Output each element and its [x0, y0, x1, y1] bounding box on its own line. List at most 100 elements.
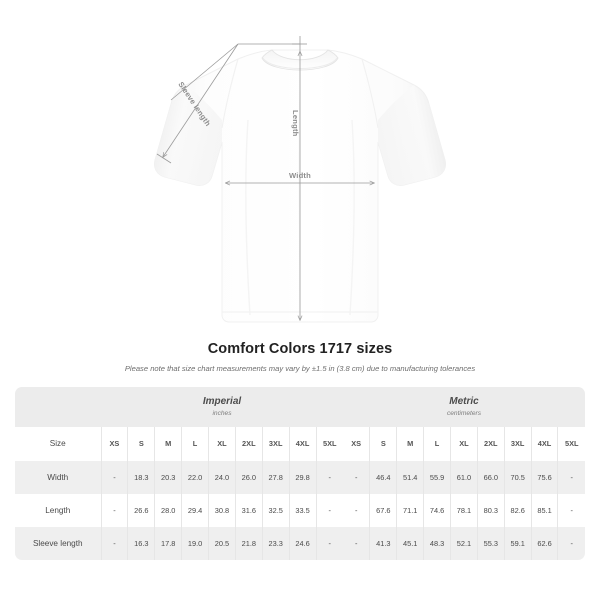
- cell-width-imperial-s: 18.3: [127, 461, 155, 494]
- size-header-metric-xs: XS: [342, 427, 370, 461]
- cell-length-imperial-5xl: -: [315, 494, 343, 527]
- size-header-imperial-xs-value: XS: [109, 439, 120, 448]
- cell-length-imperial-m: 28.0: [154, 494, 182, 527]
- cell-length-imperial-5xl-value: -: [328, 505, 331, 515]
- cell-width-metric-xl: 61.0: [449, 461, 478, 494]
- tolerance-note: Please note that size chart measurements…: [124, 364, 476, 373]
- cell-length-imperial-l-value: 29.4: [187, 505, 203, 515]
- size-header-imperial-2xl: 2XL: [234, 427, 263, 461]
- tshirt-svg: Sleeve length Length Width: [154, 36, 446, 323]
- size-header-imperial-3xl-value: 3XL: [268, 439, 283, 448]
- size-header-metric-xl: XL: [449, 427, 478, 461]
- size-header-imperial-4xl: 4XL: [288, 427, 316, 461]
- size-header-metric-4xl-value: 4XL: [537, 439, 552, 448]
- cell-width-imperial-m: 20.3: [154, 461, 182, 494]
- size-header-metric-4xl: 4XL: [530, 427, 558, 461]
- cell-sleeve-length-imperial-4xl: 24.6: [288, 527, 316, 560]
- cell-width-imperial-5xl-value: -: [328, 472, 331, 482]
- cell-length-metric-3xl-value: 82.6: [510, 505, 525, 515]
- size-header-imperial-m-value: M: [165, 439, 172, 448]
- cell-width-metric-4xl-value: 75.6: [537, 472, 552, 482]
- cell-sleeve-length-metric-xl-value: 52.1: [456, 538, 472, 548]
- cell-width-imperial-xl-value: 24.0: [214, 472, 230, 482]
- row-header-length-value: Length: [45, 505, 71, 515]
- size-header-imperial-l-value: L: [192, 439, 198, 448]
- cell-width-imperial-2xl-value: 26.0: [241, 472, 256, 482]
- size-header-metric-5xl-value: 5XL: [564, 439, 579, 448]
- cell-sleeve-length-imperial-4xl-value: 24.6: [295, 538, 310, 548]
- cell-width-metric-3xl: 70.5: [503, 461, 532, 494]
- cell-sleeve-length-imperial-5xl: -: [315, 527, 343, 560]
- table-row: Width - 18.3 20.3 22.0 24.0 26.0 27.8 29.8 - - 46.4…: [15, 461, 585, 494]
- cell-width-metric-5xl-value: -: [570, 472, 573, 482]
- cell-length-metric-5xl-value: -: [570, 505, 573, 515]
- cell-length-imperial-2xl: 31.6: [234, 494, 263, 527]
- column-header-size-value: Size: [49, 439, 66, 448]
- cell-sleeve-length-metric-s: 41.3: [369, 527, 397, 560]
- cell-length-metric-xs-value: -: [354, 505, 358, 515]
- cell-length-imperial-s-value: 26.6: [134, 505, 149, 515]
- width-label: Width: [289, 171, 311, 180]
- cell-sleeve-length-imperial-xl: 20.5: [208, 527, 236, 560]
- cell-length-metric-xs: -: [342, 494, 370, 527]
- size-header-metric-3xl-value: 3XL: [510, 439, 525, 448]
- cell-width-imperial-5xl: -: [315, 461, 343, 494]
- size-header-imperial-4xl-value: 4XL: [295, 439, 310, 448]
- cell-sleeve-length-imperial-m: 17.8: [154, 527, 182, 560]
- tshirt-illustration: Sleeve length Length Width: [154, 36, 446, 323]
- cell-sleeve-length-imperial-xs: -: [100, 527, 128, 560]
- cell-width-imperial-xs: -: [100, 461, 128, 494]
- sleeve-length-measure: [156, 36, 307, 164]
- cell-sleeve-length-metric-xs-value: -: [354, 538, 358, 548]
- cell-length-imperial-4xl-value: 33.5: [295, 505, 310, 515]
- cell-length-imperial-3xl: 32.5: [261, 494, 290, 527]
- cell-sleeve-length-metric-4xl: 62.6: [530, 527, 558, 560]
- cell-width-metric-3xl-value: 70.5: [510, 472, 525, 482]
- cell-sleeve-length-imperial-2xl: 21.8: [234, 527, 263, 560]
- cell-length-metric-xl-value: 78.1: [456, 505, 472, 515]
- cell-sleeve-length-imperial-l: 19.0: [181, 527, 209, 560]
- cell-width-metric-s-value: 46.4: [376, 472, 391, 482]
- size-header-imperial-s: S: [127, 427, 155, 461]
- unit-header-imperial: Imperial inches: [101, 387, 343, 427]
- length-label: Length: [291, 110, 300, 137]
- size-header-imperial-s-value: S: [138, 439, 144, 448]
- cell-sleeve-length-imperial-s: 16.3: [127, 527, 155, 560]
- cell-length-imperial-2xl-value: 31.6: [241, 505, 256, 515]
- cell-sleeve-length-imperial-3xl-value: 23.3: [268, 538, 283, 548]
- title-block: Comfort Colors 1717 sizes Please note th…: [0, 340, 600, 374]
- size-header-metric-l-value: L: [434, 439, 440, 448]
- cell-length-imperial-3xl-value: 32.5: [268, 505, 283, 515]
- size-header-metric-2xl-value: 2XL: [484, 439, 498, 448]
- cell-width-imperial-m-value: 20.3: [160, 472, 176, 482]
- row-header-width-value: Width: [47, 472, 69, 482]
- size-header-imperial-xl: XL: [208, 427, 236, 461]
- length-text: Length: [291, 110, 300, 137]
- size-chart-table-wrap: Imperial inches Metric centimeters Size XS S M L…: [15, 387, 585, 560]
- cell-sleeve-length-metric-xs: -: [342, 527, 370, 560]
- size-header-row: Size XS S M L XL 2XL 3XL 4XL 5XL XS S M L XL 2XL 3XL 4XL 5…: [15, 427, 585, 461]
- unit-row-spacer: [15, 387, 101, 427]
- cell-length-metric-m: 71.1: [396, 494, 424, 527]
- cell-sleeve-length-imperial-xl-value: 20.5: [214, 538, 230, 548]
- cell-length-imperial-4xl: 33.5: [288, 494, 316, 527]
- size-header-metric-2xl: 2XL: [476, 427, 505, 461]
- cell-length-metric-l-value: 74.6: [429, 505, 445, 515]
- unit-name-imperial: Imperial: [202, 396, 242, 407]
- row-header-sleeve-length-value: Sleeve length: [32, 538, 83, 548]
- size-header-imperial-5xl-value: 5XL: [322, 439, 337, 448]
- cell-sleeve-length-metric-3xl-value: 59.1: [510, 538, 525, 548]
- cell-length-metric-2xl: 80.3: [476, 494, 505, 527]
- cell-width-metric-s: 46.4: [369, 461, 397, 494]
- size-header-metric-s-value: S: [380, 439, 386, 448]
- cell-width-imperial-4xl-value: 29.8: [295, 472, 310, 482]
- cell-length-metric-s: 67.6: [369, 494, 397, 527]
- size-header-metric-m: M: [396, 427, 424, 461]
- cell-sleeve-length-imperial-m-value: 17.8: [160, 538, 176, 548]
- cell-length-metric-4xl-value: 85.1: [537, 505, 552, 515]
- cell-sleeve-length-metric-2xl-value: 55.3: [483, 538, 498, 548]
- cell-sleeve-length-imperial-3xl: 23.3: [261, 527, 290, 560]
- size-header-metric-5xl: 5XL: [557, 427, 585, 461]
- cell-width-metric-m: 51.4: [396, 461, 424, 494]
- cell-sleeve-length-metric-m-value: 45.1: [402, 538, 418, 548]
